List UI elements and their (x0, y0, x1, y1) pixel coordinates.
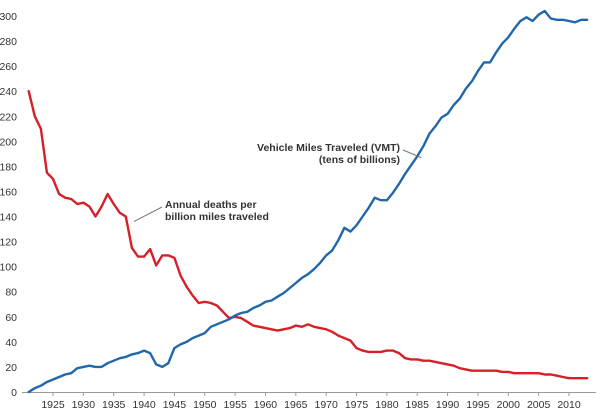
x-tick-label: 2005 (527, 399, 551, 411)
y-tick-label: 220 (0, 111, 17, 123)
x-tick-label: 1950 (193, 399, 217, 411)
x-tick-label: 1990 (436, 399, 460, 411)
y-tick-label: 300 (0, 11, 17, 23)
y-tick-label: 0 (11, 387, 17, 399)
annotation-vmt-line1: Vehicle Miles Traveled (VMT) (257, 142, 400, 154)
x-tick-label: 1980 (375, 399, 399, 411)
x-tick-label: 1975 (345, 399, 369, 411)
series-lines (27, 9, 589, 394)
x-tick-label: 1960 (254, 399, 278, 411)
vmt-line (27, 9, 589, 394)
x-tick-label: 1925 (41, 399, 65, 411)
y-tick-label: 200 (0, 136, 17, 148)
x-tick-label: 1995 (466, 399, 490, 411)
x-tick-label: 1965 (284, 399, 308, 411)
x-tick-label: 1985 (406, 399, 430, 411)
x-tick-label: 1940 (132, 399, 156, 411)
y-tick-label: 260 (0, 61, 17, 73)
y-tick-label: 60 (5, 312, 17, 324)
annotation-deaths-line1: Annual deaths per (165, 199, 257, 211)
annotation-leader-deaths (133, 206, 163, 222)
y-tick-label: 20 (5, 362, 17, 374)
y-tick-label: 160 (0, 186, 17, 198)
y-tick-label: 40 (5, 337, 17, 349)
y-tick-label: 180 (0, 161, 17, 173)
y-tick-label: 140 (0, 212, 17, 224)
y-tick-label: 120 (0, 237, 17, 249)
y-tick-label: 280 (0, 36, 17, 48)
annotation-deaths-line2: billion miles traveled (165, 211, 269, 223)
x-tick-label: 2000 (497, 399, 521, 411)
y-axis-ticks: 0 20 40 60 80 100 120 140 160 180 200 220 240 260 280 3… (0, 11, 17, 399)
x-tick-label: 1970 (314, 399, 338, 411)
y-tick-label: 100 (0, 262, 17, 274)
x-tick-label: 2010 (557, 399, 581, 411)
y-tick-label: 80 (5, 287, 17, 299)
y-tick-label: 240 (0, 86, 17, 98)
x-tick-label: 1955 (223, 399, 247, 411)
annotation-vmt-line2: (tens of billions) (319, 154, 400, 166)
deaths-per-billion-miles-line (27, 89, 589, 380)
x-tick-label: 1945 (163, 399, 187, 411)
annotations: Annual deaths per billion miles traveled… (133, 142, 422, 223)
x-axis-ticks: 1925 1930 1935 1940 1945 1950 1955 1960 1965 1970… (41, 392, 581, 411)
x-tick-label: 1930 (72, 399, 96, 411)
annotation-leader-vmt (402, 149, 422, 159)
x-tick-label: 1935 (102, 399, 126, 411)
